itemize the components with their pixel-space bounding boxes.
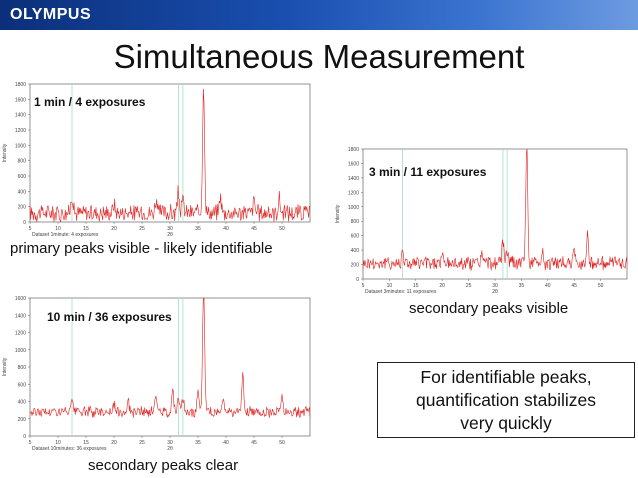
y-tick-label: 1200 bbox=[15, 331, 26, 337]
y-tick-label: 400 bbox=[18, 189, 27, 195]
y-tick-label: 0 bbox=[23, 220, 26, 226]
x-tick-label: 35 bbox=[195, 440, 201, 446]
x-tick-label: 15 bbox=[83, 440, 89, 446]
x-tick-label: 20 bbox=[111, 226, 117, 232]
chart-10min: 0 200 400 600 800 1000 1200 1400 1600 5 10 15 20 25 30… bbox=[0, 292, 318, 458]
y-tick-label: 200 bbox=[18, 417, 27, 423]
x-tick-label: 40 bbox=[545, 283, 551, 289]
y-tick-label: 1400 bbox=[15, 113, 26, 119]
y-tick-label: 0 bbox=[23, 434, 26, 440]
y-tick-label: 1000 bbox=[15, 348, 26, 354]
x-tick-label: 5 bbox=[362, 283, 365, 289]
x-axis-label: 2θ bbox=[492, 289, 498, 295]
caption-10min: secondary peaks clear bbox=[88, 457, 239, 474]
series-line bbox=[362, 148, 628, 271]
y-tick-label: 1000 bbox=[348, 205, 359, 211]
y-tick-label: 600 bbox=[18, 382, 27, 388]
y-tick-label: 200 bbox=[351, 263, 360, 269]
slide-title: Simultaneous Measurement bbox=[113, 38, 525, 75]
x-tick-label: 50 bbox=[279, 226, 285, 232]
x-tick-label: 20 bbox=[111, 440, 117, 446]
y-tick-label: 600 bbox=[18, 174, 27, 180]
y-tick-label: 400 bbox=[18, 400, 27, 406]
x-tick-label: 10 bbox=[387, 283, 393, 289]
chart-3min: 0 200 400 600 800 1000 1200 1400 1600 1800 5 10 15 20… bbox=[333, 143, 635, 301]
x-tick-label: 50 bbox=[279, 440, 285, 446]
series-line bbox=[29, 88, 311, 223]
x-tick-label: 30 bbox=[167, 440, 173, 446]
plot-area bbox=[29, 83, 311, 223]
x-tick-label: 10 bbox=[55, 440, 61, 446]
y-axis-label: Intensity bbox=[2, 357, 8, 376]
y-tick-label: 1400 bbox=[348, 176, 359, 182]
caption-1min: primary peaks visible - likely identifia… bbox=[10, 240, 273, 257]
y-tick-label: 1200 bbox=[348, 190, 359, 196]
x-tick-label: 45 bbox=[251, 226, 257, 232]
y-tick-label: 600 bbox=[351, 234, 360, 240]
x-tick-label: 45 bbox=[571, 283, 577, 289]
x-tick-label: 5 bbox=[29, 226, 32, 232]
x-tick-label: 30 bbox=[492, 283, 498, 289]
annotation-1min: 1 min / 4 exposures bbox=[34, 95, 146, 109]
x-tick-label: 35 bbox=[195, 226, 201, 232]
y-tick-label: 800 bbox=[18, 365, 27, 371]
annotation-10min: 10 min / 36 exposures bbox=[47, 310, 172, 324]
y-tick-label: 200 bbox=[18, 205, 27, 211]
x-axis-label: 2θ bbox=[167, 446, 173, 452]
y-tick-label: 1000 bbox=[15, 143, 26, 149]
dataset-label: Dataset 10minutes: 36 exposures bbox=[32, 446, 107, 452]
x-tick-label: 5 bbox=[29, 440, 32, 446]
header-bar: OLYMPUS bbox=[0, 0, 638, 30]
series-line bbox=[29, 297, 311, 418]
y-axis-label: Intensity bbox=[335, 204, 341, 223]
x-tick-label: 10 bbox=[55, 226, 61, 232]
y-tick-label: 1800 bbox=[348, 147, 359, 153]
y-tick-label: 1800 bbox=[15, 82, 26, 88]
y-tick-label: 800 bbox=[351, 219, 360, 225]
dataset-label: Dataset 1minute: 4 exposures bbox=[32, 232, 99, 238]
conclusion-box: For identifiable peaks, quantification s… bbox=[377, 362, 635, 438]
x-tick-label: 25 bbox=[139, 226, 145, 232]
chart-1min: 0 200 400 600 800 1000 1200 1400 1600 1800 5 10 15 20… bbox=[0, 78, 318, 244]
x-tick-label: 25 bbox=[139, 440, 145, 446]
y-tick-label: 1200 bbox=[15, 128, 26, 134]
x-tick-label: 40 bbox=[223, 226, 229, 232]
y-tick-label: 400 bbox=[351, 248, 360, 254]
x-tick-label: 15 bbox=[413, 283, 419, 289]
y-tick-label: 1600 bbox=[15, 97, 26, 103]
x-tick-label: 40 bbox=[223, 440, 229, 446]
conclusion-line-1: For identifiable peaks, bbox=[420, 367, 592, 387]
x-tick-label: 30 bbox=[167, 226, 173, 232]
x-axis-label: 2θ bbox=[167, 232, 173, 238]
conclusion-line-3: very quickly bbox=[460, 413, 552, 433]
x-tick-label: 45 bbox=[251, 440, 257, 446]
x-tick-label: 20 bbox=[439, 283, 445, 289]
y-tick-label: 1400 bbox=[15, 313, 26, 319]
annotation-3min: 3 min / 11 exposures bbox=[369, 165, 487, 179]
x-tick-label: 50 bbox=[598, 283, 604, 289]
y-tick-label: 0 bbox=[356, 277, 359, 283]
conclusion-line-2: quantification stabilizes bbox=[416, 390, 596, 410]
x-tick-label: 25 bbox=[466, 283, 472, 289]
y-tick-label: 1600 bbox=[15, 296, 26, 302]
x-tick-label: 35 bbox=[519, 283, 525, 289]
y-tick-label: 800 bbox=[18, 159, 27, 165]
y-axis-label: Intensity bbox=[2, 143, 8, 162]
y-tick-label: 1600 bbox=[348, 161, 359, 167]
dataset-label: Dataset 3minutes: 11 exposures bbox=[365, 289, 437, 295]
caption-3min: secondary peaks visible bbox=[409, 300, 569, 317]
brand-logo: OLYMPUS bbox=[10, 6, 92, 23]
x-tick-label: 15 bbox=[83, 226, 89, 232]
